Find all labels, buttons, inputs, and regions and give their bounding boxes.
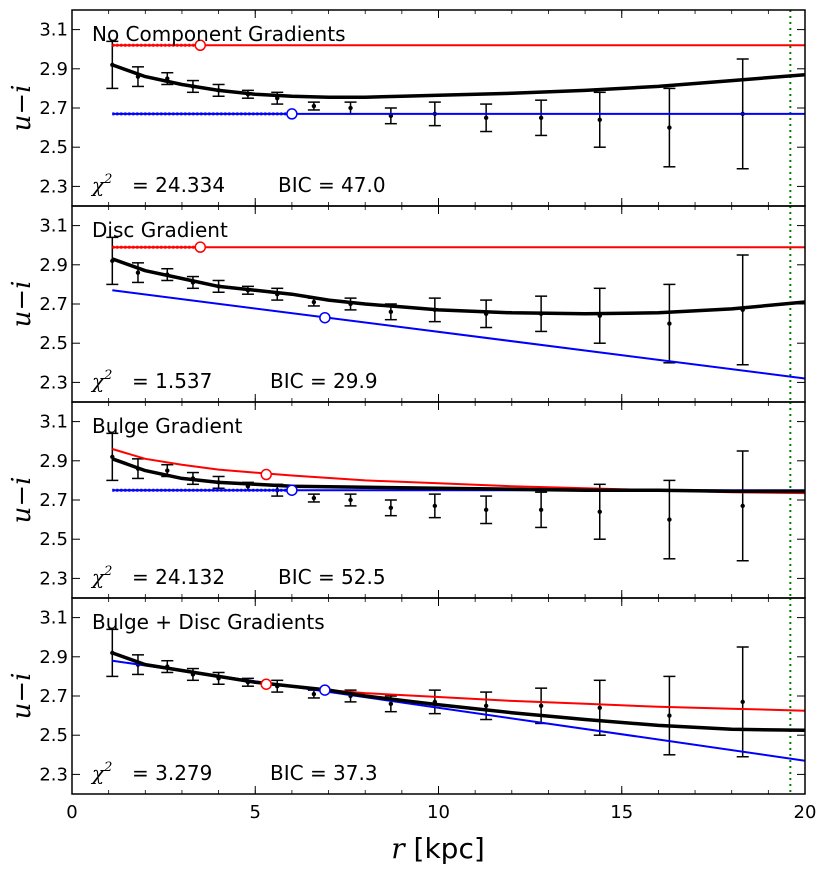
x-tick-label: 0 <box>66 802 77 823</box>
x-tick-label: 5 <box>250 802 261 823</box>
panel-1-plot-area <box>106 10 805 206</box>
panel-4-title: Bulge + Disc Gradients <box>92 610 325 634</box>
panel-4-data-point <box>597 705 602 710</box>
panel-2-data-point <box>667 321 672 326</box>
panel-2-chi2-value: = 1.537 <box>132 369 212 393</box>
panel-4-bic: BIC = 37.3 <box>270 761 378 785</box>
panel-3-y-tick-label: 2.3 <box>39 568 68 589</box>
panel-4-bulge-line <box>111 651 805 712</box>
panel-4-y-tick-label: 2.9 <box>39 647 68 668</box>
panel-2-data-point <box>311 299 317 305</box>
panel-4-disc-marker <box>319 684 331 696</box>
panel-3-data-point <box>311 495 317 501</box>
panel-3-y-tick-label: 2.5 <box>39 529 68 550</box>
panel-2-y-tick-label: 2.7 <box>39 294 68 315</box>
panel-4-y-tick-label: 2.7 <box>39 686 68 707</box>
panel-1-data-point <box>667 125 672 130</box>
panel-3-data-point <box>388 505 394 511</box>
x-tick-label: 20 <box>794 802 817 823</box>
panel-4-data-point <box>483 703 489 708</box>
panel-3-data-point <box>432 503 438 509</box>
panel-3-data-point <box>667 517 672 522</box>
y-axis-label-4: u−i <box>7 673 37 720</box>
panel-4-chi2-value: = 3.279 <box>132 761 212 785</box>
panel-1-chi2-symbol: χ2 <box>90 172 112 197</box>
panel-2-y-tick-label: 3.1 <box>39 216 68 237</box>
panel-3-title: Bulge Gradient <box>92 414 243 438</box>
panel-3-y-tick-label: 2.9 <box>39 451 68 472</box>
panel-4-data-point <box>388 701 394 707</box>
panel-3-data-point <box>538 507 544 512</box>
panel-1-bic: BIC = 47.0 <box>278 173 386 197</box>
panel-2-bic: BIC = 29.9 <box>270 369 378 393</box>
panel-2-data-point <box>388 309 394 315</box>
panel-1-disc-marker <box>286 108 298 120</box>
panel-4-data-point <box>311 691 317 697</box>
x-axis-label: r [kpc] <box>391 832 485 865</box>
y-axis-label-1: u−i <box>7 85 37 132</box>
panel-1-data-point <box>311 103 317 109</box>
panel-3-data-point <box>740 503 745 509</box>
panel-4: 2.3 2.5 2.7 2.9 3.1 <box>39 597 806 795</box>
panel-4-data-point <box>740 699 745 705</box>
panel-3-data-point <box>348 497 353 503</box>
panel-2-y-tick-label: 2.5 <box>39 333 68 354</box>
panel-2-disc-line <box>112 289 805 380</box>
panel-3-chi2-symbol: χ2 <box>90 564 112 589</box>
panel-3-data-point <box>165 468 170 473</box>
panel-2-disc-marker <box>319 311 331 324</box>
panel-3-plot-area <box>106 402 805 598</box>
panel-1-data-point <box>597 117 602 122</box>
panel-2-title: Disc Gradient <box>92 218 228 242</box>
panel-4-y-tick-label: 2.5 <box>39 725 68 746</box>
panel-3-bulge-marker <box>260 468 272 481</box>
panel-1-total-fit-line <box>111 63 805 99</box>
panel-1-y-tick-label: 2.5 <box>39 137 68 158</box>
panel-2-bulge-marker <box>194 241 207 253</box>
panel-3-data-point <box>483 507 489 512</box>
panel-2-data-point <box>135 270 141 275</box>
panel-4-plot-area <box>106 598 805 794</box>
panel-3-data-point <box>597 509 602 514</box>
panel-2-y-tick-label: 2.3 <box>39 372 68 393</box>
panel-2-plot-area <box>106 206 805 402</box>
panel-1-y-tick-label: 2.7 <box>39 98 68 119</box>
panel-1-y-tick-label: 2.3 <box>39 176 68 197</box>
x-tick-label: 15 <box>610 802 633 823</box>
panel-4-bulge-marker <box>260 678 272 690</box>
panel-2-y-tick-label: 2.9 <box>39 255 68 276</box>
panel-1-data-point <box>348 105 353 111</box>
panel-4-y-tick-label: 3.1 <box>39 608 68 629</box>
panel-4-data-point <box>667 713 672 718</box>
panel-3: 2.3 2.5 2.7 2.9 3.1 <box>39 401 806 599</box>
panel-2-total-fit-line <box>111 257 805 316</box>
panel-3-bulge-line <box>112 448 805 495</box>
panel-1-chi2-value: = 24.334 <box>132 173 225 197</box>
y-axis-label-2: u−i <box>7 281 37 328</box>
panel-2: 2.3 2.5 2.7 2.9 3.1 <box>39 205 806 403</box>
panel-3-chi2-value: = 24.132 <box>132 565 225 589</box>
panel-1-title: No Component Gradients <box>92 22 346 46</box>
panel-4-chi2-symbol: χ2 <box>90 760 112 785</box>
panel-1-y-tick-label: 3.1 <box>39 20 68 41</box>
panel-3-y-tick-label: 2.7 <box>39 490 68 511</box>
panel-4-y-tick-label: 2.3 <box>39 764 68 785</box>
x-tick-label: 10 <box>427 802 450 823</box>
panel-1-bulge-marker <box>194 39 207 52</box>
panel-3-bic: BIC = 52.5 <box>278 565 386 589</box>
panel-3-total-fit-line <box>111 457 805 493</box>
panel-4-total-fit-line <box>111 651 805 733</box>
panel-1-data-point <box>483 115 489 121</box>
panel-1-data-point <box>538 115 544 121</box>
y-axis-label-3: u−i <box>7 477 37 524</box>
panel-3-y-tick-label: 3.1 <box>39 412 68 433</box>
panel-3-disc-marker <box>286 484 298 496</box>
panel-1-y-tick-label: 2.9 <box>39 59 68 80</box>
panel-4-data-point <box>538 703 544 708</box>
panel-2-chi2-symbol: χ2 <box>90 368 112 393</box>
